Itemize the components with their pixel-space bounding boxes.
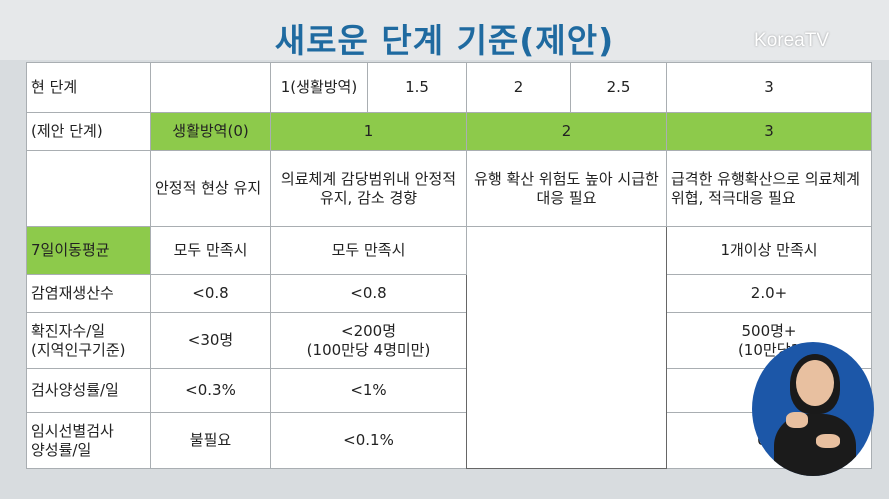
table-row-screening: 임시선별검사 양성률/일 불필요 <0.1% 0.3 [26,412,872,469]
row-label-current: 현 단계 [26,62,151,113]
proposed-level-0: 생활방역(0) [150,112,271,151]
desc-level-1: 의료체계 감당범위내 안정적 유지, 감소 경향 [270,150,467,227]
desc-level-2: 유행 확산 위험도 높아 시급한 대응 필요 [466,150,667,227]
screening-level-0: 불필요 [150,412,271,469]
row-label-screening-line1: 임시선별검사 [31,421,114,440]
proposed-level-3: 3 [666,112,872,151]
table-row-rt: 감염재생산수 <0.8 <0.8 2.0+ [26,274,872,313]
level-2-blank-box [466,226,667,469]
broadcaster-logo: KoreaTV [754,30,829,51]
row-label-screening: 임시선별검사 양성률/일 [26,412,151,469]
table-row-proposed: (제안 단계) 생활방역(0) 1 2 3 [26,112,872,151]
sign-language-interpreter [752,342,874,476]
rt-level-3: 2.0+ [666,274,872,313]
row-label-cases-line2: (지역인구기준) [31,340,126,359]
screening-level-1: <0.1% [270,412,467,469]
desc-level-3: 급격한 유행확산으로 의료체계 위협, 적극대응 필요 [666,150,872,227]
cases-level-1-line1: <200명 [341,321,396,340]
cases-level-0: <30명 [150,312,271,369]
row-label-proposed: (제안 단계) [26,112,151,151]
current-level-2-5: 2.5 [570,62,667,113]
table-row-avg: 7일이동평균 모두 만족시 모두 만족시 1개이상 만족시 [26,226,872,469]
current-level-2: 2 [466,62,571,113]
avg-level-3: 1개이상 만족시 [666,226,872,275]
positivity-level-0: <0.3% [150,368,271,413]
table-row-current: 현 단계 1(생활방역) 1.5 2 2.5 3 [26,62,872,113]
proposed-level-2: 2 [466,112,667,151]
positivity-level-1: <1% [270,368,467,413]
cases-level-1: <200명 (100만당 4명미만) [270,312,467,369]
row-label-positivity: 검사양성률/일 [26,368,151,413]
interpreter-hand [786,412,808,428]
interpreter-hand [816,434,840,448]
table-row-description: 안정적 현상 유지 의료체계 감당범위내 안정적 유지, 감소 경향 유행 확산… [26,150,872,227]
current-level-1: 1(생활방역) [270,62,368,113]
interpreter-face [796,360,834,406]
slide-title: 새로운 단계 기준(제안) [274,21,615,60]
rt-level-1: <0.8 [270,274,467,313]
empty-cell [150,62,271,113]
row-label-avg: 7일이동평균 [26,226,151,275]
row-label-cases: 확진자수/일 (지역인구기준) [26,312,151,369]
current-level-3: 3 [666,62,872,113]
table-row-cases: 확진자수/일 (지역인구기준) <30명 <200명 (100만당 4명미만) … [26,312,872,369]
empty-cell [26,150,151,227]
row-label-screening-line2: 양성률/일 [31,440,92,459]
desc-level-0: 안정적 현상 유지 [150,150,271,227]
rt-level-0: <0.8 [150,274,271,313]
current-level-1-5: 1.5 [367,62,467,113]
avg-level-1: 모두 만족시 [270,226,467,275]
cases-level-3-line1: 500명+ [741,321,797,340]
proposed-level-1: 1 [270,112,467,151]
row-label-rt: 감염재생산수 [26,274,151,313]
criteria-table: 현 단계 1(생활방역) 1.5 2 2.5 3 (제안 단계) 생활방역(0)… [26,62,872,469]
table-row-positivity: 검사양성률/일 <0.3% <1% 3 [26,368,872,413]
avg-level-0: 모두 만족시 [150,226,271,275]
cases-level-1-line2: (100만당 4명미만) [306,340,431,359]
row-label-cases-line1: 확진자수/일 [31,321,106,340]
